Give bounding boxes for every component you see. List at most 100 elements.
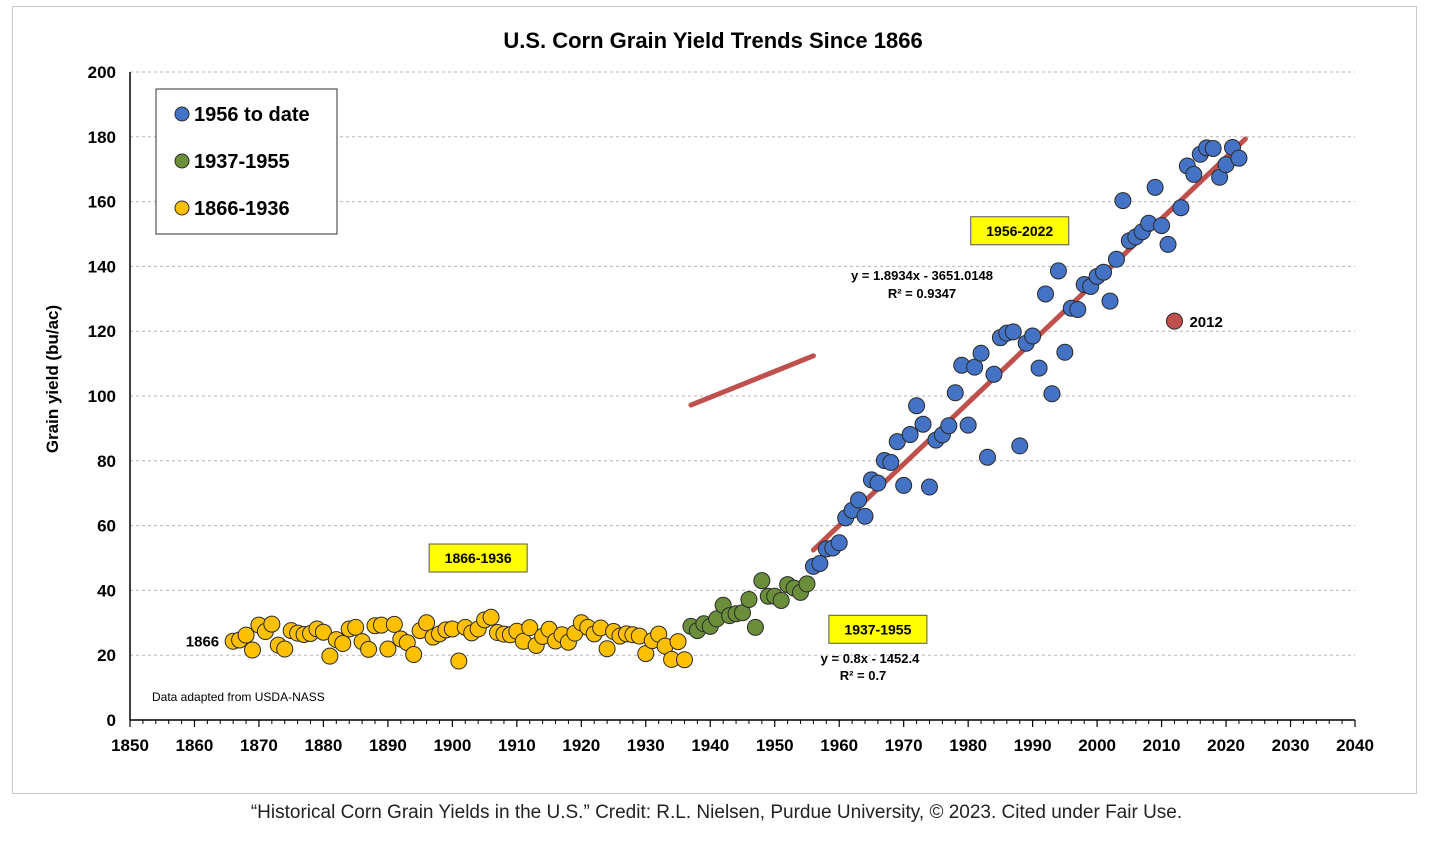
data-point [1204, 139, 1222, 157]
annotations: y = 0.8x - 1452.4 R² = 0.7 y = 1.8934x - 3… [186, 216, 1223, 683]
x-tick-label: 1990 [1014, 736, 1052, 755]
data-point [1159, 235, 1177, 253]
data-point [753, 572, 771, 590]
x-tick-label: 2040 [1336, 736, 1374, 755]
era-label-box [828, 614, 928, 644]
data-point [946, 384, 964, 402]
data-point [1230, 149, 1248, 167]
y-tick-label: 20 [97, 646, 116, 665]
start-year-label: 1866 [186, 633, 219, 650]
data-point [321, 647, 339, 665]
x-tick-label: 1870 [240, 736, 278, 755]
legend-marker [174, 153, 190, 169]
data-point [244, 641, 261, 659]
highlight-year-label: 2012 [1189, 314, 1222, 331]
data-point [237, 626, 255, 644]
era-label: 1866-1936 [445, 550, 512, 566]
data-point [985, 365, 1003, 383]
legend-label: 1937-1955 [194, 151, 290, 173]
y-tick-label: 160 [88, 193, 116, 212]
data-point [811, 555, 829, 573]
data-point [521, 619, 539, 637]
data-point [1069, 300, 1087, 318]
data-point [675, 651, 693, 669]
data-point [1172, 199, 1190, 217]
y-tick-label: 120 [88, 322, 116, 341]
data-point [856, 507, 874, 525]
x-tick-label: 2020 [1207, 736, 1245, 755]
data-point [1185, 165, 1203, 183]
x-tick-label: 1940 [691, 736, 729, 755]
legend: 1956 to date 1937-1955 1866-1936 [155, 88, 338, 235]
x-tick-label: 1980 [949, 736, 987, 755]
y-tick-label: 200 [88, 63, 116, 82]
y-tick-label: 40 [97, 581, 116, 600]
data-points [224, 138, 1248, 670]
x-tick-label: 1960 [820, 736, 858, 755]
data-point [1011, 437, 1029, 455]
data-point [1030, 359, 1048, 377]
data-point [882, 453, 900, 471]
x-tick-label: 1920 [562, 736, 600, 755]
legend-marker [174, 200, 190, 216]
data-point [1043, 385, 1061, 403]
data-point [1146, 178, 1164, 196]
data-point [1024, 327, 1042, 345]
figure-credit: “Historical Corn Grain Yields in the U.S… [250, 802, 1183, 823]
x-tick-label: 1860 [176, 736, 214, 755]
y-tick-label: 0 [107, 711, 116, 730]
chart-title: U.S. Corn Grain Yield Trends Since 1866 [503, 28, 922, 53]
data-point [1107, 250, 1125, 268]
era-label: 1937-1955 [844, 621, 911, 637]
data-point [1004, 323, 1022, 341]
data-point [385, 615, 403, 633]
data-point [379, 640, 397, 658]
x-tick-label: 1890 [369, 736, 407, 755]
data-point [1037, 285, 1055, 303]
y-tick-label: 180 [88, 128, 116, 147]
data-point [598, 640, 616, 658]
data-point [901, 426, 919, 444]
data-point [1095, 263, 1113, 281]
y-tick-label: 80 [97, 452, 116, 471]
data-point [405, 646, 423, 664]
data-point [740, 590, 758, 608]
y-tick-label: 100 [88, 387, 116, 406]
data-point [798, 575, 816, 593]
trend-r2: R² = 0.9347 [888, 286, 956, 301]
data-point [1101, 292, 1119, 310]
data-point [830, 534, 848, 552]
data-point [314, 623, 332, 641]
x-tick-label: 1880 [305, 736, 343, 755]
data-point [1153, 217, 1171, 235]
trend-equation: y = 0.8x - 1452.4 [821, 651, 920, 666]
data-point [1165, 312, 1183, 330]
data-point [263, 615, 281, 633]
data-point [276, 640, 294, 658]
era-label: 1956-2022 [986, 223, 1053, 239]
data-point [1114, 192, 1132, 210]
data-point [908, 397, 926, 415]
x-tick-label: 1910 [498, 736, 536, 755]
data-point [940, 417, 958, 435]
legend-label: 1866-1936 [194, 198, 290, 220]
data-point [959, 416, 977, 434]
x-tick-label: 1950 [756, 736, 794, 755]
data-point [966, 358, 984, 376]
data-point [869, 474, 887, 492]
data-point [746, 618, 764, 636]
data-point [334, 635, 352, 653]
data-point [920, 478, 938, 496]
x-tick-label: 1970 [885, 736, 923, 755]
legend-label: 1956 to date [194, 104, 310, 126]
data-point [979, 448, 996, 466]
x-tick-label: 1900 [433, 736, 471, 755]
trendlines [688, 136, 1248, 553]
data-point [972, 344, 990, 362]
x-tick-label: 2000 [1078, 736, 1116, 755]
data-point [772, 591, 790, 609]
data-point [1049, 262, 1067, 280]
y-axis-label: Grain yield (bu/ac) [43, 305, 62, 453]
data-point [450, 652, 468, 670]
